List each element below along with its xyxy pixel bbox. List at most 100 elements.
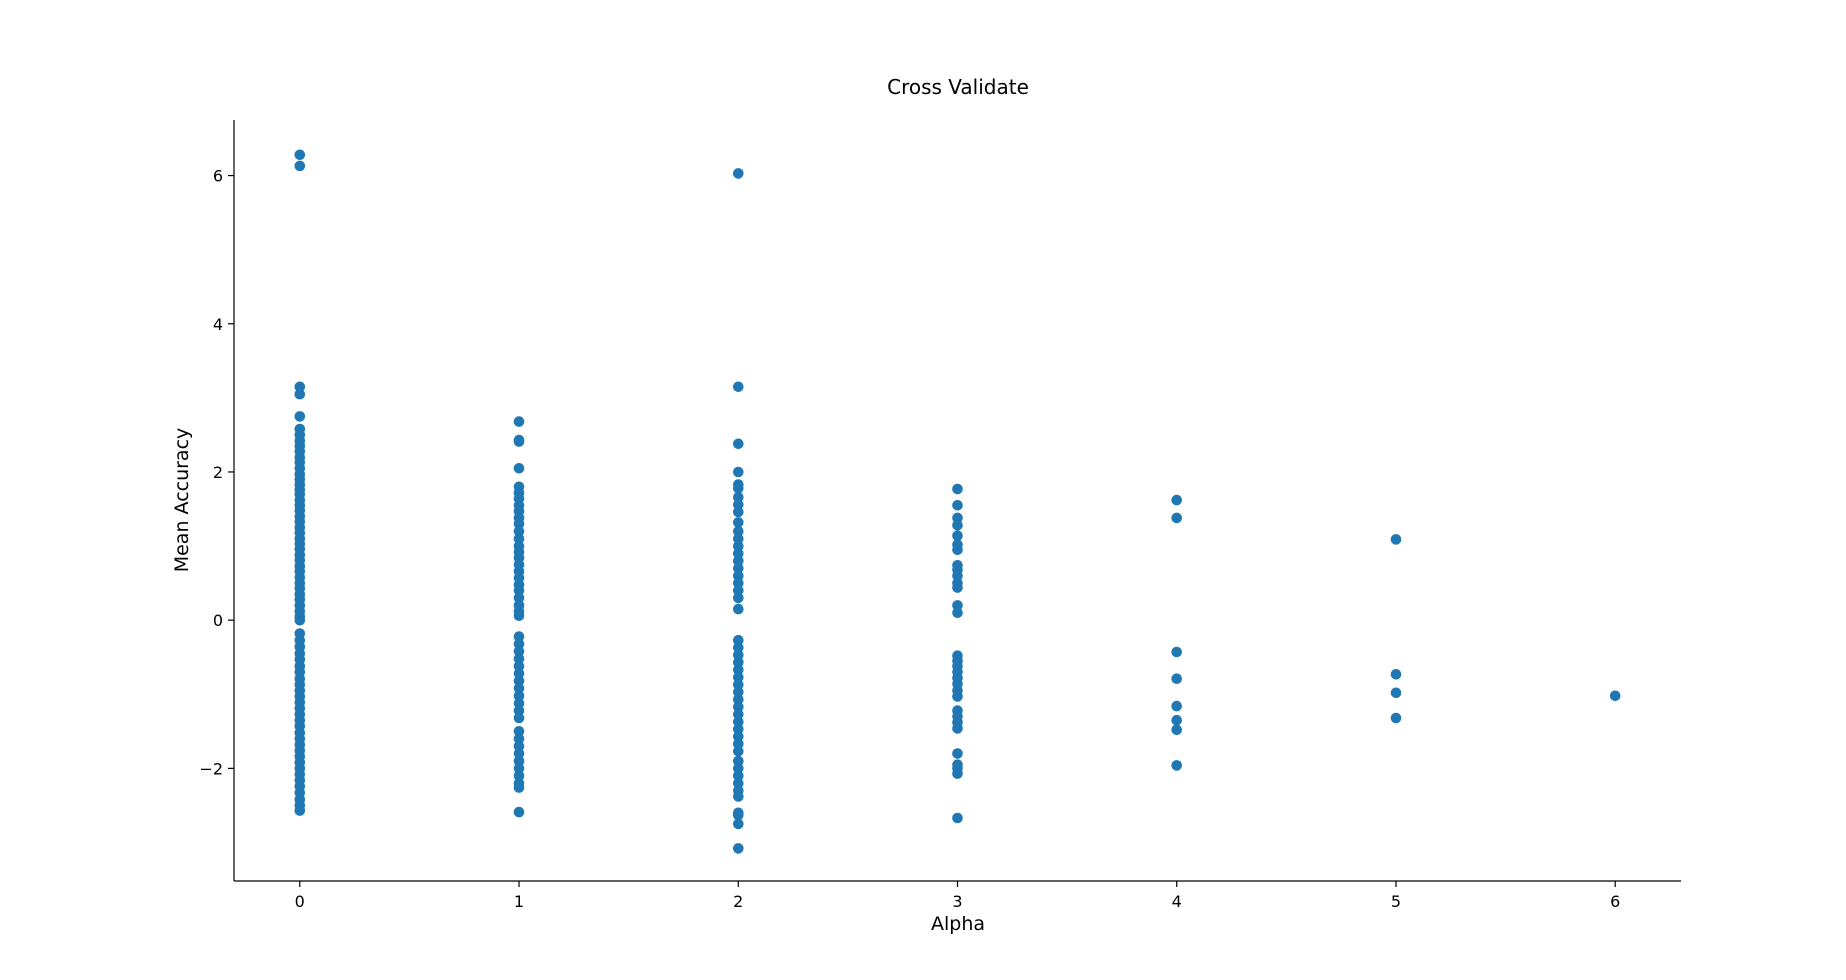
data-point <box>513 690 525 702</box>
data-point <box>513 668 525 679</box>
data-point <box>294 411 306 422</box>
data-point <box>733 506 744 518</box>
data-point <box>513 592 525 604</box>
data-points <box>294 149 1621 854</box>
data-point <box>733 770 744 782</box>
data-point <box>1171 700 1182 712</box>
data-point <box>733 777 744 789</box>
data-point <box>733 731 744 742</box>
data-point <box>513 610 525 621</box>
data-point <box>513 755 525 767</box>
data-point <box>513 705 525 716</box>
data-point <box>733 466 744 478</box>
data-point <box>952 600 963 611</box>
x-tick-label: 4 <box>1172 892 1182 911</box>
data-point <box>733 723 744 735</box>
data-point <box>733 570 744 581</box>
y-tick-label: 6 <box>213 167 223 186</box>
y-tick-label: −2 <box>199 759 223 778</box>
x-tick-label: 1 <box>514 892 524 911</box>
data-point <box>952 544 963 556</box>
data-point <box>733 168 744 179</box>
data-point <box>733 843 744 854</box>
data-point <box>513 740 525 752</box>
x-tick-label: 0 <box>295 892 305 911</box>
data-point <box>1171 646 1182 658</box>
data-point <box>294 614 306 626</box>
chart-title: Cross Validate <box>887 75 1029 99</box>
data-point <box>513 646 525 657</box>
data-point <box>733 694 744 705</box>
data-point <box>513 733 525 744</box>
data-point <box>733 746 744 757</box>
data-point <box>733 642 744 653</box>
data-point <box>1390 712 1402 724</box>
data-point <box>294 160 306 172</box>
data-point <box>952 570 963 581</box>
x-tick-label: 2 <box>733 892 743 911</box>
data-point <box>733 533 744 544</box>
y-tick-label: 4 <box>213 315 223 334</box>
data-point <box>733 701 744 713</box>
data-point <box>733 671 744 683</box>
data-point <box>733 634 744 646</box>
x-axis-label: Alpha <box>931 913 985 935</box>
data-point <box>733 716 744 727</box>
data-point <box>733 555 744 567</box>
data-point <box>513 463 525 474</box>
y-axis-label: Mean Accuracy <box>171 428 193 573</box>
data-point <box>1171 760 1182 771</box>
data-point <box>733 657 744 668</box>
data-point <box>733 664 744 676</box>
data-point <box>1171 724 1182 736</box>
data-point <box>513 712 525 724</box>
data-point <box>733 709 744 720</box>
data-point <box>733 603 744 615</box>
data-point <box>733 679 744 690</box>
data-point <box>952 748 963 759</box>
data-point <box>513 660 525 672</box>
data-point <box>513 770 525 782</box>
x-tick-label: 5 <box>1391 892 1401 911</box>
data-point <box>1171 714 1182 726</box>
data-point <box>513 526 525 537</box>
data-point <box>513 631 525 642</box>
x-tick-label: 3 <box>952 892 962 911</box>
data-point <box>733 517 744 528</box>
data-point <box>1171 494 1182 506</box>
data-point <box>513 782 525 793</box>
data-point <box>952 530 963 541</box>
data-point <box>1171 512 1182 524</box>
x-tick-label: 6 <box>1610 892 1620 911</box>
x-axis-ticks: 0 1 2 3 4 5 6 <box>295 881 1620 911</box>
data-point <box>952 582 963 593</box>
y-axis-ticks: −2 0 2 4 6 <box>199 167 234 778</box>
data-point <box>513 638 525 650</box>
data-point <box>513 748 525 759</box>
data-point <box>513 585 525 596</box>
data-point <box>733 526 744 537</box>
data-point <box>733 563 744 574</box>
data-point <box>513 675 525 687</box>
data-point <box>1390 534 1402 545</box>
data-point <box>952 768 963 779</box>
data-point <box>733 438 744 450</box>
data-point <box>733 577 744 589</box>
data-point <box>733 585 744 596</box>
data-point <box>733 686 744 698</box>
data-point <box>733 499 744 510</box>
data-point <box>513 518 525 530</box>
data-point <box>513 763 525 774</box>
data-point <box>1609 690 1621 702</box>
data-point <box>513 436 525 447</box>
data-point <box>1390 669 1402 680</box>
data-point <box>733 381 744 393</box>
data-point <box>513 533 525 544</box>
data-point <box>733 738 744 750</box>
data-point <box>952 691 963 702</box>
data-point <box>733 818 744 830</box>
data-point <box>733 791 744 802</box>
data-point <box>733 809 744 821</box>
data-point <box>294 805 306 816</box>
